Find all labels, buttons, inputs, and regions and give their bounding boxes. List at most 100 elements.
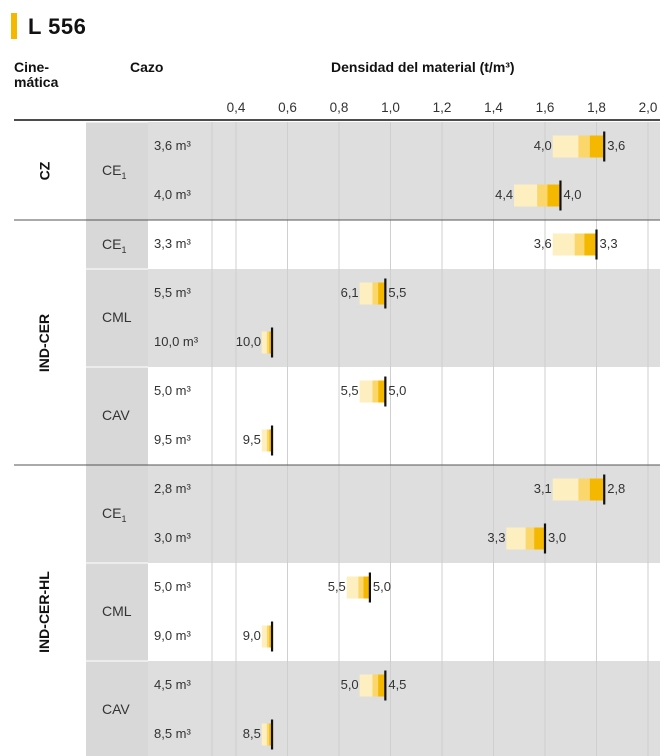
density-low-label: 5,5 (340, 383, 359, 398)
cazo-label-subscript: 1 (121, 244, 127, 255)
density-bar-strong (547, 184, 561, 207)
density-low-label: 4,4 (495, 187, 514, 202)
cazo-label-text: CAV (102, 407, 130, 423)
x-tick-label: 2,0 (638, 100, 658, 115)
bucket-volume: 5,0 m³ (154, 383, 191, 398)
header-densidad: Densidad del material (t/m³) (331, 59, 515, 75)
cinematica-label: IND-CER-HL (35, 571, 52, 653)
density-low-label: 9,0 (242, 628, 261, 643)
cazo-label-text: CE (102, 162, 122, 178)
density-low-label: 3,1 (533, 481, 552, 496)
x-tick-label: 0,6 (278, 100, 297, 115)
bucket-volume: 10,0 m³ (154, 334, 199, 349)
cazo-cell-bg (86, 269, 148, 367)
header-cinematica: Cine- mática (14, 60, 84, 90)
cazo-label: CML (102, 309, 132, 325)
row-band (148, 661, 660, 710)
cazo-label: CE1 (102, 162, 126, 181)
density-high-label: 3,3 (599, 236, 618, 251)
density-high-label: 5,5 (388, 285, 407, 300)
density-low-label: 10,0 (235, 334, 262, 349)
density-low-label: 5,5 (327, 579, 346, 594)
density-bar-strong (269, 331, 273, 354)
cazo-label-subscript: 1 (121, 170, 127, 181)
density-bar-light (261, 625, 267, 648)
bucket-volume: 3,3 m³ (154, 236, 191, 251)
density-bar-strong (589, 478, 605, 501)
density-bar-mid (525, 527, 535, 550)
header-cinematica-label: Cine- mática (14, 59, 59, 90)
density-bar-mid (358, 576, 364, 599)
bucket-volume: 4,5 m³ (154, 677, 191, 692)
cazo-label: CAV (102, 701, 130, 717)
density-bar-light (261, 331, 267, 354)
density-bar-mid (266, 723, 270, 746)
density-high-label: 4,0 (563, 187, 582, 202)
density-low-label: 8,5 (242, 726, 261, 741)
density-bar-light (261, 429, 267, 452)
density-low-label: 4,0 (533, 138, 552, 153)
density-bar-light (359, 674, 373, 697)
density-bar-mid (266, 429, 270, 452)
density-bar-strong (269, 429, 273, 452)
cazo-label: CML (102, 603, 132, 619)
x-tick-label: 0,4 (226, 100, 246, 115)
bucket-volume: 8,5 m³ (154, 726, 191, 741)
x-tick-label: 1,4 (484, 100, 503, 115)
density-high-label: 3,6 (607, 138, 626, 153)
density-low-label: 6,1 (340, 285, 359, 300)
density-bar-strong (378, 380, 386, 403)
cazo-cell-bg (86, 220, 148, 269)
density-bar-strong (584, 233, 597, 256)
cinematica-label: IND-CER (36, 313, 53, 372)
density-low-label: 9,5 (242, 432, 261, 447)
density-bar-mid (372, 674, 379, 697)
x-tick-label: 1,6 (535, 100, 555, 115)
cazo-label-text: CAV (102, 701, 130, 717)
density-high-label: 5,0 (388, 383, 407, 398)
density-bar-mid (578, 135, 590, 158)
row-band (148, 514, 660, 563)
density-high-label: 3,0 (548, 530, 567, 545)
cazo-label-subscript: 1 (121, 513, 127, 524)
cinematica-label: CZ (35, 161, 52, 181)
bucket-volume: 5,5 m³ (154, 285, 191, 300)
row-band (148, 171, 660, 220)
bucket-volume: 9,0 m³ (154, 628, 191, 643)
density-high-label: 2,8 (607, 481, 626, 496)
cazo-label-text: CE (102, 505, 122, 521)
row-band (148, 318, 660, 367)
cazo-cell-bg (86, 122, 148, 220)
density-bar-mid (372, 380, 379, 403)
cazo-label: CE1 (102, 505, 126, 524)
cazo-label-text: CML (102, 603, 132, 619)
density-bar-strong (589, 135, 605, 158)
bucket-volume: 2,8 m³ (154, 481, 191, 496)
density-bar-light (359, 282, 373, 305)
density-bar-strong (269, 723, 273, 746)
cazo-label: CE1 (102, 236, 126, 255)
density-bar-mid (266, 625, 270, 648)
density-high-label: 5,0 (372, 579, 391, 594)
density-bar-mid (372, 282, 379, 305)
density-bar-light (359, 380, 373, 403)
title-accent-bar (11, 13, 17, 39)
density-low-label: 3,6 (533, 236, 552, 251)
x-tick-label: 1,2 (432, 100, 452, 115)
cazo-label-text: CML (102, 309, 132, 325)
density-bar-light (552, 135, 579, 158)
density-bar-mid (574, 233, 585, 256)
bucket-volume: 5,0 m³ (154, 579, 191, 594)
density-bar-light (514, 184, 538, 207)
bucket-volume: 4,0 m³ (154, 187, 191, 202)
page-title: L 556 (28, 14, 87, 39)
cazo-cell-bg (86, 563, 148, 661)
header-cazo: Cazo (130, 59, 164, 75)
density-bar-mid (537, 184, 548, 207)
density-high-label: 4,5 (388, 677, 407, 692)
bucket-volume: 3,0 m³ (154, 530, 191, 545)
density-bar-light (261, 723, 267, 746)
cazo-label-text: CE (102, 235, 122, 252)
density-bar-light (552, 233, 575, 256)
row-band (148, 269, 660, 318)
